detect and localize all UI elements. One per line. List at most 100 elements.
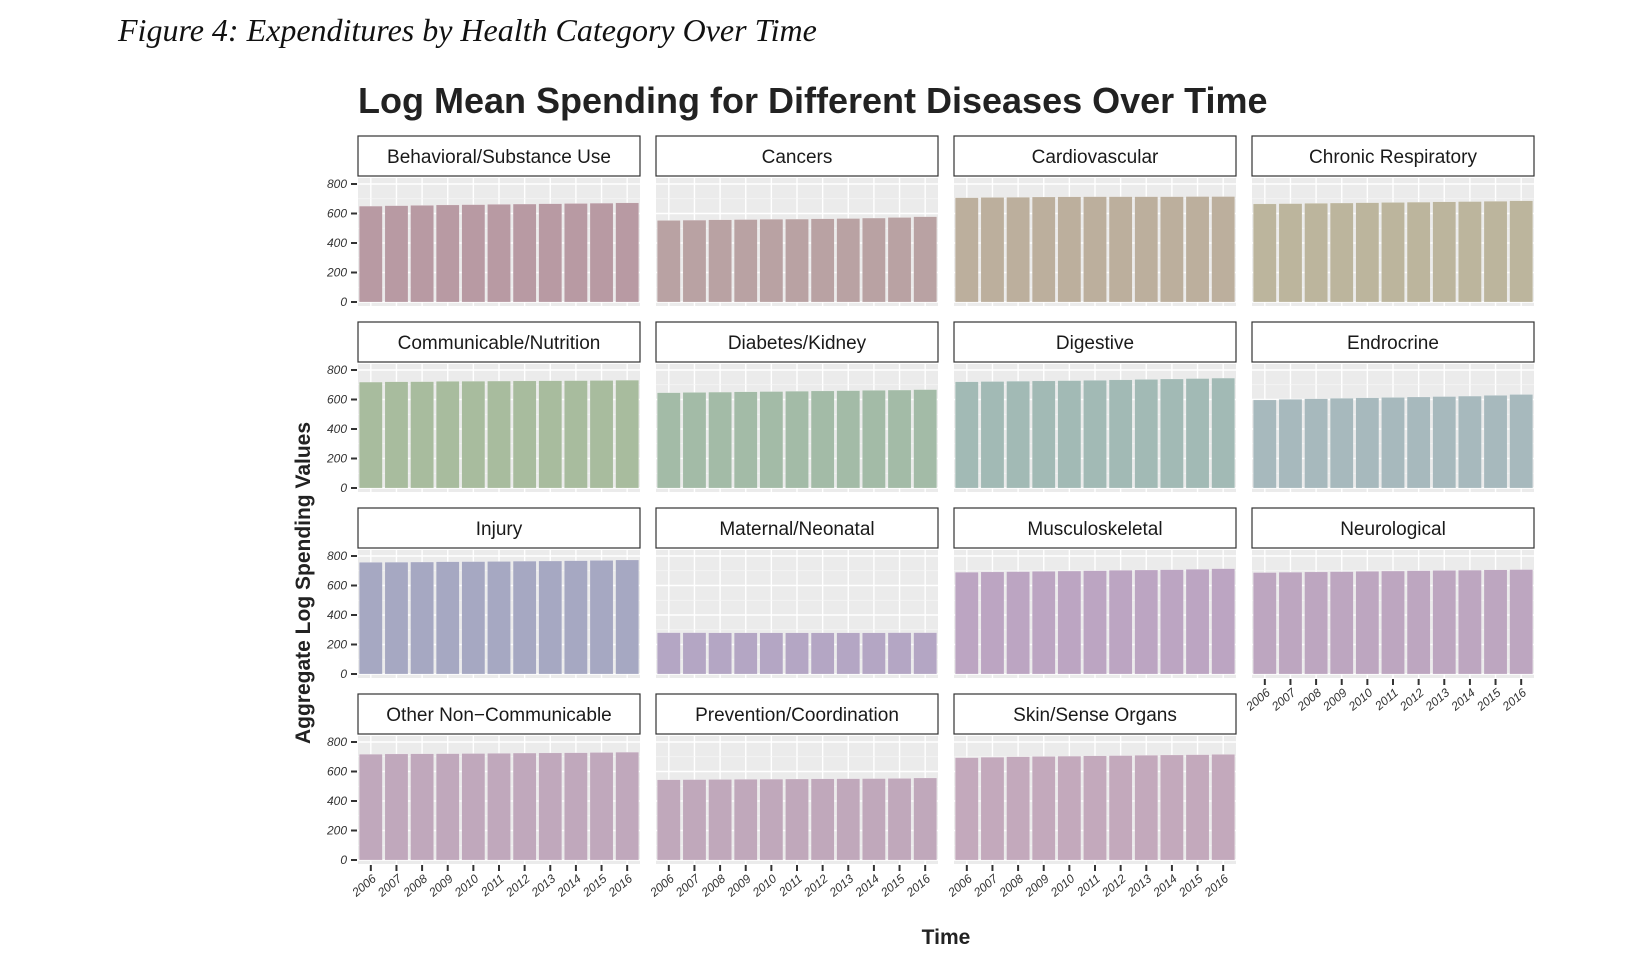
bar (538, 380, 562, 489)
bar (384, 753, 409, 861)
bar (615, 202, 639, 303)
bar (512, 752, 537, 861)
bar (1355, 397, 1380, 489)
y-tick-label: 200 (326, 638, 347, 652)
facet-strip (357, 507, 641, 549)
bar (955, 381, 979, 489)
bar (980, 197, 1005, 303)
facet-strip (655, 507, 939, 549)
bar (1057, 570, 1082, 675)
bar (1509, 394, 1533, 489)
y-tick-label: 400 (327, 608, 347, 622)
bar (615, 559, 639, 675)
bar (657, 779, 681, 861)
bar (785, 632, 809, 675)
x-tick-label: 2007 (374, 871, 405, 900)
bar (410, 753, 434, 861)
facet-strip-label: Diabetes/Kidney (728, 333, 867, 354)
bar (461, 753, 486, 861)
bar (1253, 572, 1277, 675)
x-tick-label: 2010 (1345, 685, 1375, 714)
facet-strip (357, 321, 641, 363)
bar (461, 381, 486, 489)
bar (862, 390, 886, 489)
x-tick-label: 2014 (1150, 871, 1180, 900)
bar (1160, 754, 1184, 861)
bar (1083, 380, 1107, 489)
bar (862, 217, 886, 303)
bar (410, 205, 434, 303)
bar (1253, 399, 1277, 489)
bar (887, 217, 912, 303)
bar (1160, 569, 1184, 675)
bar (359, 754, 383, 861)
y-tick-label: 600 (327, 393, 347, 407)
x-tick-label: 2015 (579, 871, 609, 900)
bar (487, 561, 511, 675)
facet-strip-label: Behavioral/Substance Use (387, 147, 611, 168)
bar (1160, 378, 1184, 489)
x-tick-label: 2013 (826, 871, 856, 900)
facet-panel: Other Non−Communicable020040060080020062… (326, 693, 641, 900)
bar (708, 632, 732, 675)
bar (785, 778, 809, 861)
bar (1432, 201, 1456, 303)
facet-strip (655, 321, 939, 363)
bar (487, 753, 511, 861)
facet-strip-label: Cancers (762, 147, 833, 168)
bar (1509, 569, 1533, 675)
bar (589, 560, 614, 675)
x-tick-label: 2008 (996, 871, 1026, 900)
x-tick-label: 2006 (349, 871, 379, 900)
bar (759, 391, 784, 489)
facet-strip-label: Injury (476, 519, 523, 540)
x-tick-label: 2010 (749, 871, 779, 900)
x-tick-label: 2006 (945, 871, 975, 900)
bar (1381, 570, 1405, 675)
bar (487, 380, 511, 489)
bar (1304, 571, 1328, 675)
y-tick-label: 0 (340, 295, 347, 309)
x-tick-label: 2016 (1201, 871, 1231, 900)
x-tick-label: 2013 (528, 871, 558, 900)
y-tick-label: 800 (327, 363, 347, 377)
x-tick-label: 2011 (1073, 872, 1103, 900)
x-tick-label: 2008 (400, 871, 430, 900)
bar (913, 777, 937, 861)
facet-panel: Injury 0 200 400 600 800 (326, 507, 641, 681)
bar (615, 380, 639, 489)
bar (657, 220, 681, 303)
x-tick-label: 2008 (1294, 685, 1324, 714)
bar (564, 203, 588, 303)
bar (1032, 380, 1056, 489)
bar (1134, 379, 1158, 489)
facet-panel: Chronic Respiratory (1251, 135, 1535, 306)
bar (810, 778, 835, 861)
facet-panel: Cardiovascular (953, 135, 1237, 306)
facet-panel: Prevention/Coordination20062007200820092… (647, 693, 939, 900)
bar (913, 216, 937, 303)
bar (1108, 196, 1133, 303)
bar (1185, 196, 1210, 303)
facet-panel: Neurological 2006200720082009201020112012… (1243, 507, 1535, 714)
y-tick-label: 600 (327, 765, 347, 779)
y-tick-label: 800 (327, 177, 347, 191)
bar (785, 391, 809, 489)
y-tick-label: 800 (327, 549, 347, 563)
y-tick-label: 400 (327, 794, 347, 808)
x-tick-label: 2016 (1499, 685, 1529, 714)
bar (1185, 754, 1210, 861)
bar (785, 218, 809, 303)
bar (1134, 196, 1158, 303)
bar (512, 380, 537, 489)
facet-panel: Skin/Sense Organs20062007200820092010201… (945, 693, 1237, 900)
bar (1211, 568, 1235, 675)
bar (955, 197, 979, 303)
bar (734, 219, 758, 303)
bar (1330, 398, 1354, 489)
x-tick-label: 2015 (1473, 685, 1503, 714)
bar (1185, 569, 1210, 675)
facet-strip-label: Neurological (1340, 519, 1446, 540)
bar (682, 392, 707, 489)
